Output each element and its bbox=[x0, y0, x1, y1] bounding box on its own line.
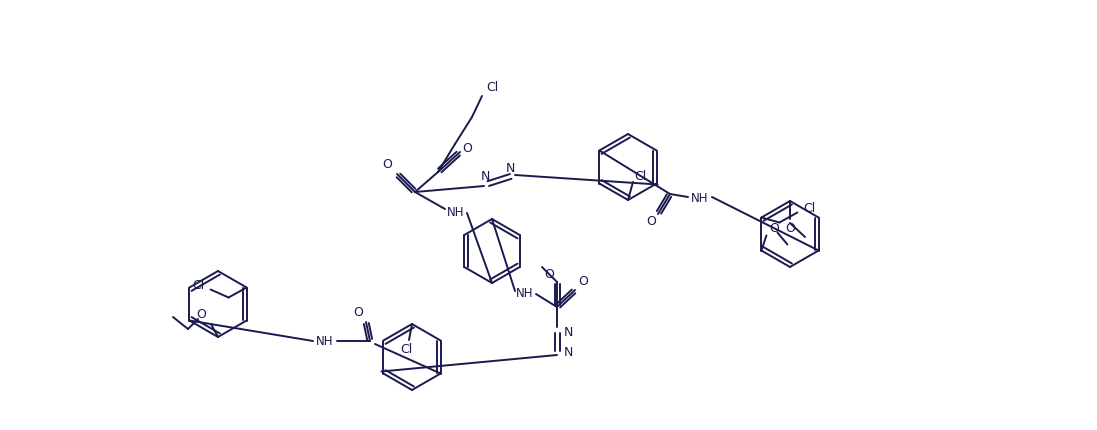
Text: NH: NH bbox=[517, 287, 534, 300]
Text: O: O bbox=[544, 268, 554, 281]
Text: NH: NH bbox=[691, 191, 709, 204]
Text: O: O bbox=[462, 141, 472, 154]
Text: O: O bbox=[785, 222, 795, 235]
Text: O: O bbox=[196, 308, 206, 321]
Text: Cl: Cl bbox=[634, 169, 646, 182]
Text: O: O bbox=[353, 306, 363, 319]
Text: Cl: Cl bbox=[803, 202, 815, 215]
Text: O: O bbox=[646, 215, 656, 228]
Text: Cl: Cl bbox=[400, 343, 412, 356]
Text: NH: NH bbox=[448, 205, 465, 218]
Text: N: N bbox=[480, 169, 489, 182]
Text: NH: NH bbox=[316, 335, 333, 348]
Text: N: N bbox=[506, 161, 514, 174]
Text: O: O bbox=[769, 221, 779, 234]
Text: N: N bbox=[564, 346, 573, 359]
Text: O: O bbox=[382, 157, 392, 170]
Text: Cl: Cl bbox=[486, 80, 498, 93]
Text: N: N bbox=[564, 326, 573, 339]
Text: O: O bbox=[578, 275, 588, 288]
Text: Cl: Cl bbox=[192, 278, 205, 291]
